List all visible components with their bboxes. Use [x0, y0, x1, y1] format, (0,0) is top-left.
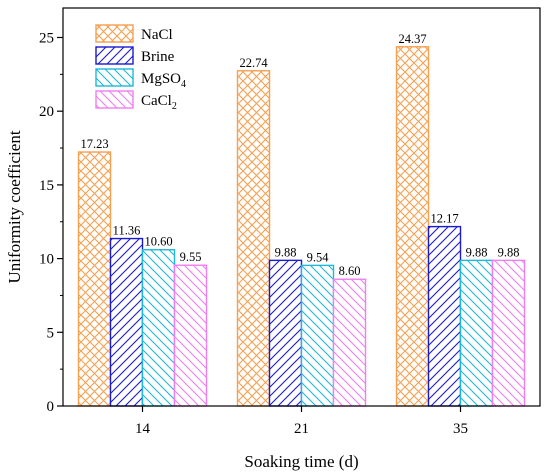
legend-swatch-cacl2: [95, 90, 134, 109]
data-label-brine-35: 12.17: [430, 212, 458, 226]
y-tick-label: 5: [47, 325, 55, 341]
x-tick-label: 14: [135, 421, 151, 437]
bar-nacl-21: [236, 70, 271, 407]
y-tick-label: 10: [39, 252, 54, 268]
data-label-mgso4-21: 9.54: [307, 250, 330, 264]
legend-label-cacl2: CaCl2: [141, 93, 177, 112]
data-label-brine-21: 9.88: [275, 245, 297, 259]
bars-group: [77, 46, 526, 407]
y-axis: 0 5 10 15 20 25: [39, 30, 63, 415]
bar-mgso4-35: [459, 259, 494, 407]
bar-brine-35: [427, 225, 462, 407]
bar-mgso4-21: [300, 264, 335, 407]
y-tick-label: 25: [39, 30, 54, 46]
data-label-cacl2-14: 9.55: [180, 250, 202, 264]
data-label-cacl2-35: 9.88: [498, 245, 520, 259]
legend: NaCl Brine MgSO4 CaCl2: [95, 24, 186, 112]
bar-mgso4-14: [141, 249, 176, 407]
legend-label-brine: Brine: [141, 49, 175, 65]
bar-brine-14: [109, 237, 144, 407]
bar-nacl-35: [395, 46, 430, 407]
x-tick-label: 21: [294, 421, 309, 437]
y-tick-label: 0: [47, 399, 55, 415]
legend-swatch-brine: [95, 46, 134, 65]
bar-cacl2-21: [332, 278, 367, 407]
data-label-nacl-35: 24.37: [398, 32, 426, 46]
y-axis-title: Uniformity coefficient: [5, 130, 24, 283]
data-label-mgso4-14: 10.60: [144, 235, 172, 249]
y-tick-label: 15: [39, 178, 54, 194]
data-label-brine-14: 11.36: [113, 224, 141, 238]
data-label-nacl-14: 17.23: [80, 137, 108, 151]
x-tick-label: 35: [453, 421, 468, 437]
legend-label-nacl: NaCl: [141, 27, 173, 43]
y-tick-label: 20: [39, 104, 54, 120]
data-label-cacl2-21: 8.60: [339, 264, 361, 278]
legend-label-mgso4: MgSO4: [141, 71, 186, 90]
x-axis: 14 21 35: [135, 406, 468, 437]
bar-cacl2-35: [491, 259, 526, 407]
x-axis-title: Soaking time (d): [244, 452, 358, 471]
bar-cacl2-14: [173, 264, 208, 407]
bar-nacl-14: [77, 151, 112, 407]
legend-swatch-nacl: [95, 24, 134, 43]
bar-brine-21: [268, 259, 303, 407]
legend-swatch-mgso4: [95, 68, 134, 87]
data-label-mgso4-35: 9.88: [466, 245, 488, 259]
data-label-nacl-21: 22.74: [239, 56, 268, 70]
